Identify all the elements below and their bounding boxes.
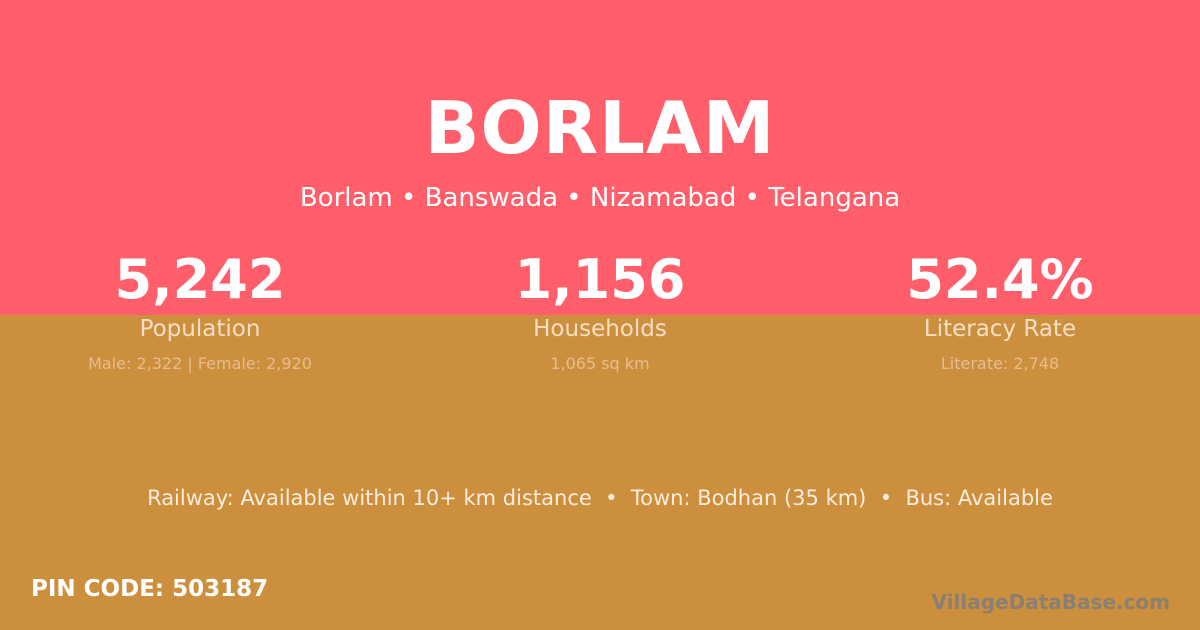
stat-label: Population xyxy=(139,316,261,342)
stat-value: 52.4% xyxy=(906,248,1094,311)
brand-watermark: VillageDataBase.com xyxy=(931,590,1170,614)
pin-code: PIN CODE: 503187 xyxy=(31,576,269,602)
location-breadcrumb: Borlam • Banswada • Nizamabad • Telangan… xyxy=(299,183,901,213)
stat-detail: Literate: 2,748 xyxy=(940,354,1060,373)
stat-label: Households xyxy=(533,316,667,342)
stat-value: 5,242 xyxy=(114,248,286,311)
stat-value: 1,156 xyxy=(514,248,686,311)
village-title: BORLAM xyxy=(424,86,776,170)
stat-label: Literacy Rate xyxy=(923,316,1077,342)
stat-literacy: 52.4% Literacy Rate Literate: 2,748 xyxy=(800,248,1200,374)
transport-info: Railway: Available within 10+ km distanc… xyxy=(147,486,1053,510)
stat-population: 5,242 Population Male: 2,322 | Female: 2… xyxy=(0,248,400,374)
stat-detail: Male: 2,322 | Female: 2,920 xyxy=(88,354,312,373)
header-band xyxy=(0,0,1200,315)
stat-households: 1,156 Households 1,065 sq km xyxy=(400,248,800,374)
stat-detail: 1,065 sq km xyxy=(550,354,650,373)
